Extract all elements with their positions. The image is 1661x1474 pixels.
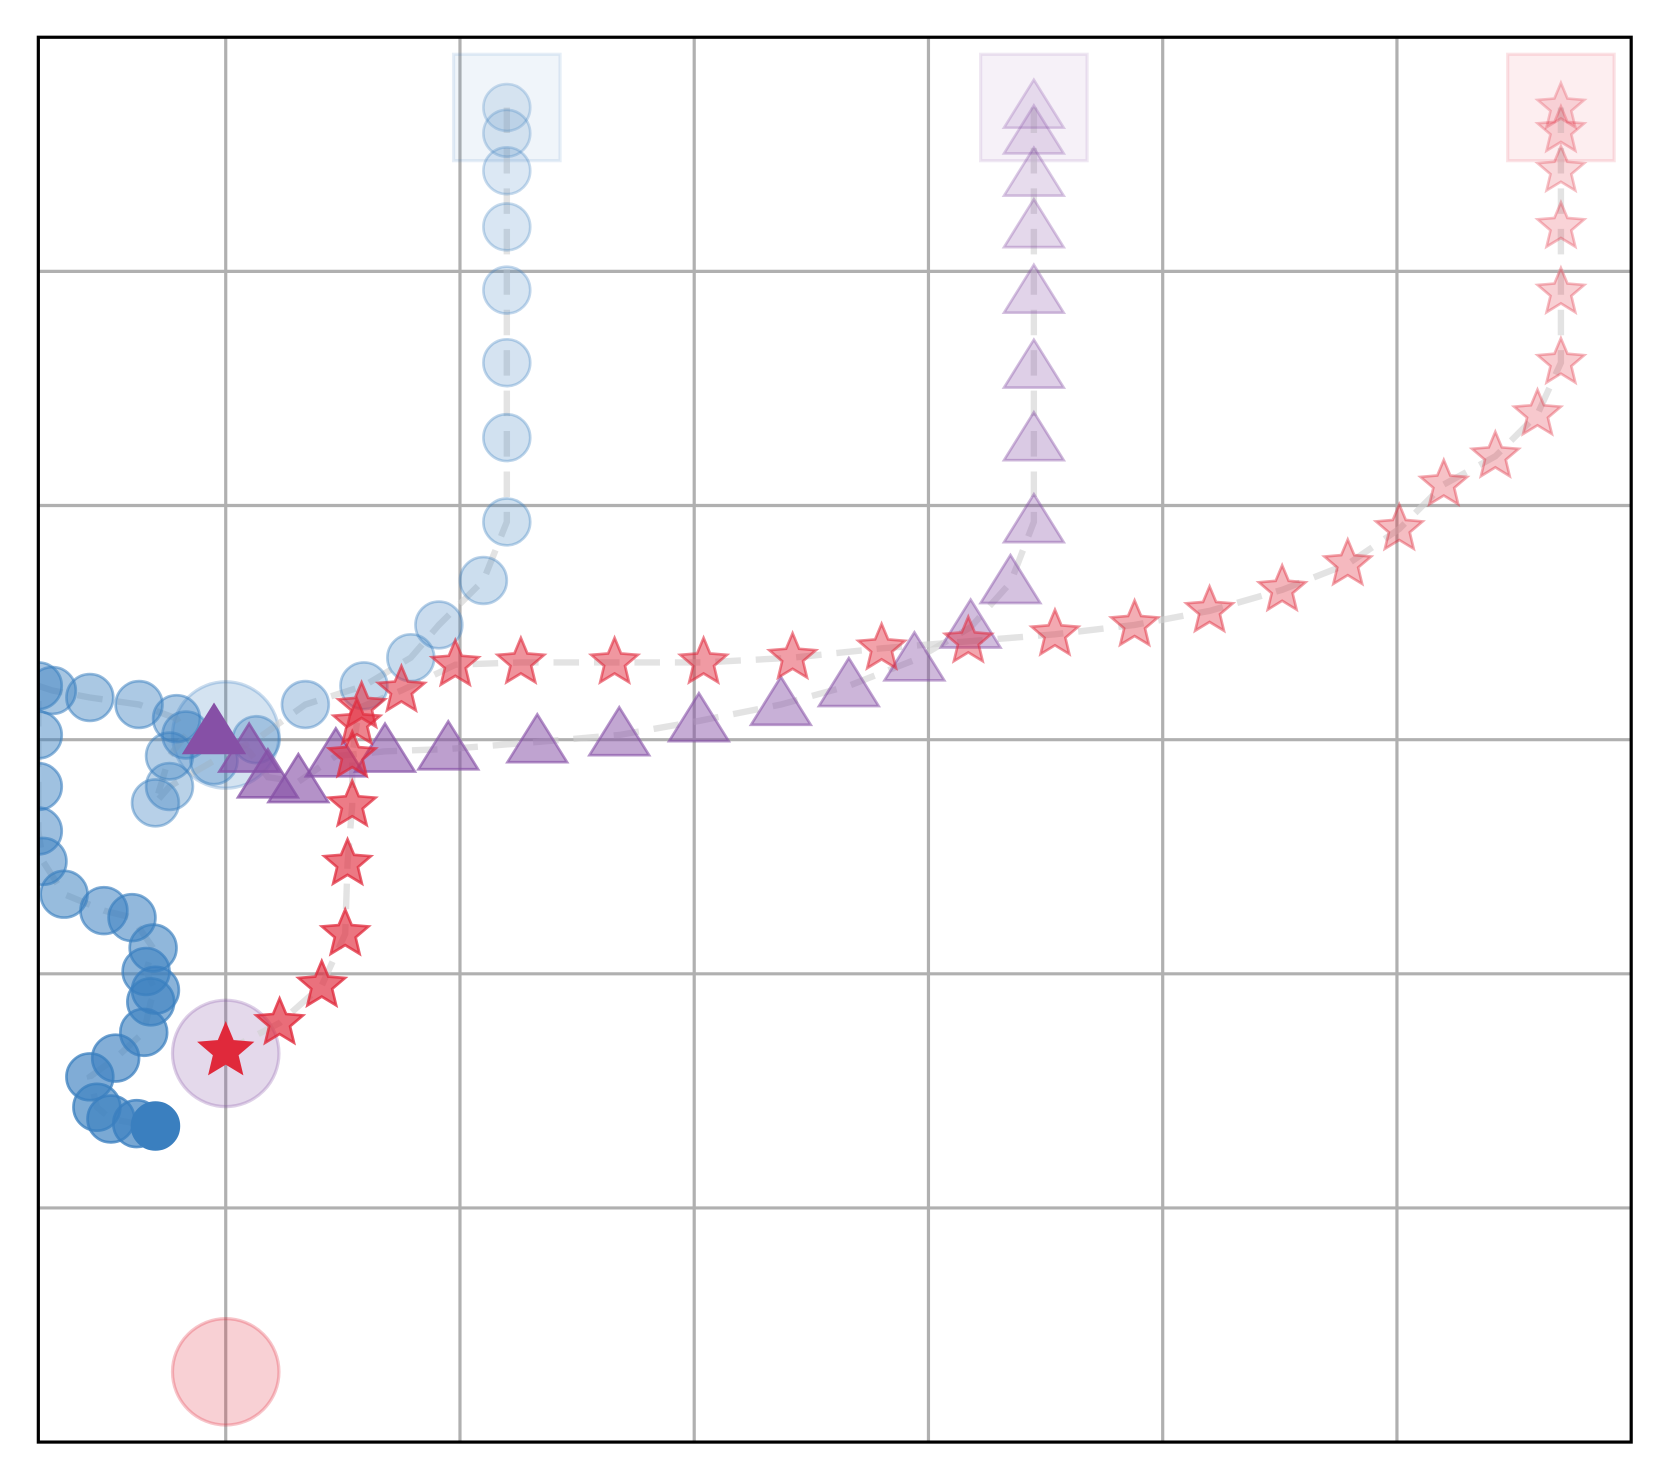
agent-position [1028,606,1082,657]
agent-position [1534,198,1588,250]
agent-position [1417,456,1471,508]
agent-position [130,1101,181,1151]
agent-position [38,661,64,711]
agent-position [1001,145,1067,197]
agent-position [482,82,532,133]
agent-position [676,634,731,685]
agent-position [130,778,181,828]
agent-position [482,108,532,158]
agent-position [978,552,1043,605]
agent-position [1001,196,1067,249]
agent-position [494,634,548,685]
agent-position [587,634,642,685]
agent-position [144,761,195,812]
agent-position [1534,102,1588,154]
agent-position [252,995,307,1046]
plot-frame [36,35,1633,1444]
agent-position [181,702,247,755]
agent-position [416,718,481,771]
agent-position [320,835,375,887]
agent-position [1534,79,1588,131]
agent-position [374,662,429,714]
agent-position [1001,491,1067,544]
agent-position [295,957,349,1009]
agent-position [428,636,482,688]
agent-position [318,906,372,957]
agent-position [144,731,195,781]
agent-position [482,497,532,547]
agent-position [1182,582,1237,634]
agent-position [666,690,732,743]
agent-position [1001,262,1067,315]
agent-position [941,613,995,664]
agent-position [414,600,464,650]
agent-position [325,728,379,779]
agent-position [38,710,64,760]
trail-line [212,107,1038,786]
agent-position [748,674,814,727]
agent-position [882,629,947,682]
agent-position [1510,386,1565,437]
agent-position [1534,264,1588,316]
agent-position [458,555,509,606]
agent-position [765,629,820,681]
agent-position [1534,334,1588,386]
agent-position [325,777,379,828]
agent-position [386,632,436,683]
agent-position [1001,77,1067,130]
agent-position [1468,428,1522,479]
agent-position [65,672,115,723]
agent-position [1001,409,1067,462]
agent-position [1321,536,1375,587]
agent-position [1255,561,1309,613]
agent-position [854,620,909,671]
agent-position [482,412,532,463]
agent-position [197,1020,255,1076]
agent-position [1001,337,1067,389]
agent-position [482,265,532,315]
agent-position [505,711,570,764]
agent-position [482,202,532,252]
agent-position [38,761,64,812]
agent-position [482,145,532,196]
agent-position [235,746,301,799]
agent-position [330,695,384,746]
agent-position [587,704,652,757]
trail-line [224,107,1565,1054]
agent-position [151,693,202,744]
start [170,1317,281,1427]
agent-position [1372,501,1426,552]
agent-position [114,679,164,730]
agent-position [1107,597,1162,648]
agent-position [816,655,882,708]
agent-position [482,337,532,388]
agent-position [1534,142,1588,194]
agent-position [1001,103,1067,155]
plot-area [38,52,1616,1427]
agent-position [280,679,331,730]
